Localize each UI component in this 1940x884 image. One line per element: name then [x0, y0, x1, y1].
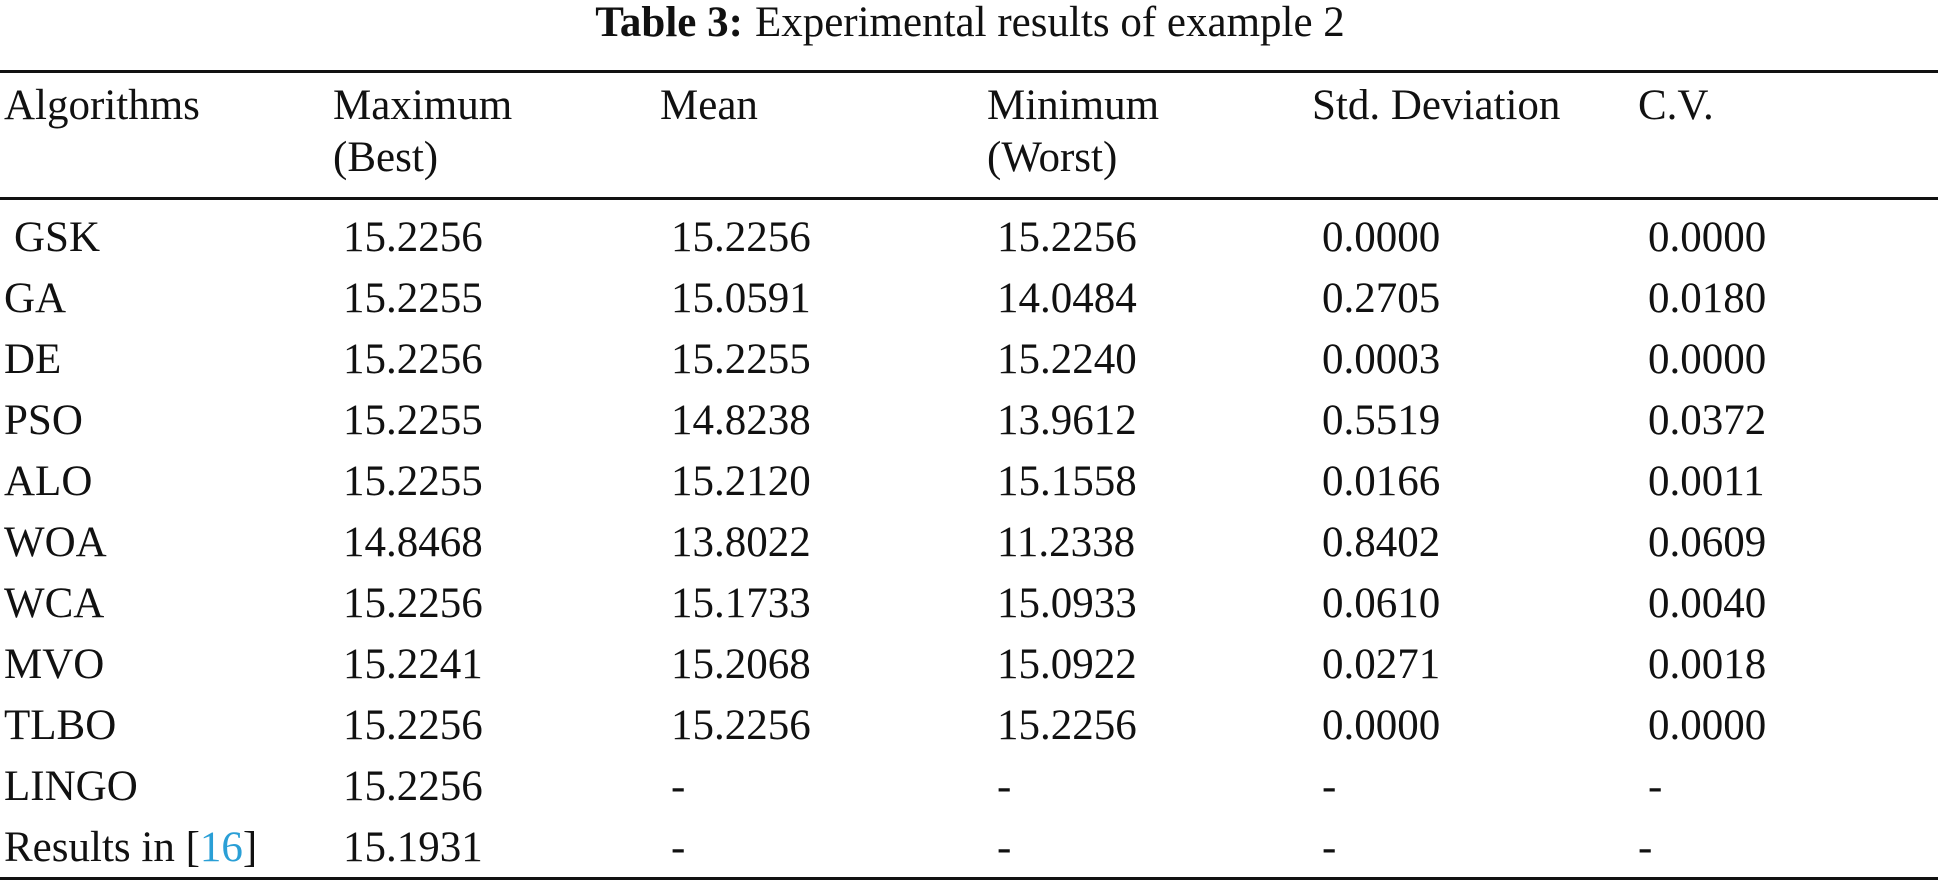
- cell-std-deviation: 0.0271: [1322, 641, 1441, 688]
- cell-std-deviation: 0.2705: [1322, 275, 1441, 322]
- cell-cv: 0.0372: [1648, 397, 1767, 444]
- table-bottom-rule: [0, 877, 1938, 880]
- cell-mean: -: [671, 824, 686, 871]
- cell-minimum: -: [997, 763, 1012, 810]
- cell-maximum: 15.2256: [343, 763, 483, 810]
- column-header-maximum: Maximum (Best): [333, 82, 513, 181]
- cell-mean: 15.2255: [671, 336, 811, 383]
- cell-maximum: 15.2255: [343, 275, 483, 322]
- cell-cv: 0.0011: [1648, 458, 1765, 505]
- cell-cv: 0.0000: [1648, 702, 1767, 749]
- cell-minimum: 15.0922: [997, 641, 1137, 688]
- cell-algorithm: WOA: [4, 519, 107, 566]
- cell-mean: 13.8022: [671, 519, 811, 566]
- cell-cv: 0.0040: [1648, 580, 1767, 627]
- table-row: MVO 15.2241 15.2068 15.0922 0.0271 0.001…: [0, 634, 1940, 695]
- table-row: DE 15.2256 15.2255 15.2240 0.0003 0.0000: [0, 329, 1940, 390]
- cell-cv: 0.0000: [1648, 336, 1767, 383]
- cell-cv: 0.0180: [1648, 275, 1767, 322]
- cell-mean: -: [671, 763, 686, 810]
- cell-mean: 15.2120: [671, 458, 811, 505]
- cell-cv: -: [1638, 824, 1653, 871]
- table-row: TLBO 15.2256 15.2256 15.2256 0.0000 0.00…: [0, 695, 1940, 756]
- citation-link[interactable]: 16: [199, 824, 243, 871]
- table-top-rule: [0, 70, 1938, 73]
- cell-algorithm-prefix: Results in [: [4, 824, 200, 871]
- cell-algorithm: WCA: [4, 580, 105, 627]
- table-caption-text: Experimental results of example 2: [754, 0, 1345, 46]
- cell-maximum: 15.2255: [343, 458, 483, 505]
- cell-cv: 0.0000: [1648, 214, 1767, 261]
- cell-algorithm-suffix: ]: [242, 824, 258, 871]
- cell-algorithm: LINGO: [4, 763, 138, 810]
- cell-mean: 15.2068: [671, 641, 811, 688]
- cell-maximum: 15.2256: [343, 336, 483, 383]
- cell-mean: 15.2256: [671, 214, 811, 261]
- cell-minimum: 14.0484: [997, 275, 1137, 322]
- table-caption: Table 3: Experimental results of example …: [0, 0, 1940, 50]
- cell-minimum: 15.2256: [997, 214, 1137, 261]
- column-header-minimum: Minimum (Worst): [987, 82, 1160, 181]
- table-row: WCA 15.2256 15.1733 15.0933 0.0610 0.004…: [0, 573, 1940, 634]
- table-row: Results in [16] 15.1931 - - - -: [0, 817, 1940, 878]
- cell-mean: 15.0591: [671, 275, 811, 322]
- cell-std-deviation: 0.0166: [1322, 458, 1441, 505]
- cell-mean: 14.8238: [671, 397, 811, 444]
- cell-minimum: 11.2338: [997, 519, 1136, 566]
- cell-std-deviation: 0.0003: [1322, 336, 1441, 383]
- cell-maximum: 15.2255: [343, 397, 483, 444]
- cell-maximum: 15.2256: [343, 214, 483, 261]
- table-body: GSK 15.2256 15.2256 15.2256 0.0000 0.000…: [0, 207, 1940, 878]
- cell-maximum: 15.1931: [343, 824, 483, 871]
- cell-maximum: 15.2256: [343, 580, 483, 627]
- column-header-mean: Mean: [660, 82, 758, 129]
- column-header-std-deviation: Std. Deviation: [1312, 82, 1561, 129]
- cell-maximum: 14.8468: [343, 519, 483, 566]
- cell-cv: 0.0609: [1648, 519, 1767, 566]
- cell-std-deviation: 0.0000: [1322, 214, 1441, 261]
- cell-minimum: 15.1558: [997, 458, 1137, 505]
- cell-cv: -: [1648, 763, 1663, 810]
- cell-mean: 15.1733: [671, 580, 811, 627]
- table-row: WOA 14.8468 13.8022 11.2338 0.8402 0.060…: [0, 512, 1940, 573]
- table-row: LINGO 15.2256 - - - -: [0, 756, 1940, 817]
- cell-maximum: 15.2241: [343, 641, 483, 688]
- table-row: GA 15.2255 15.0591 14.0484 0.2705 0.0180: [0, 268, 1940, 329]
- cell-algorithm: TLBO: [4, 702, 117, 749]
- cell-minimum: 15.2240: [997, 336, 1137, 383]
- cell-algorithm: GA: [4, 275, 67, 322]
- cell-mean: 15.2256: [671, 702, 811, 749]
- cell-minimum: -: [997, 824, 1012, 871]
- cell-std-deviation: 0.0000: [1322, 702, 1441, 749]
- table-caption-label: Table 3:: [595, 0, 743, 46]
- cell-minimum: 15.0933: [997, 580, 1137, 627]
- column-header-cv: C.V.: [1638, 82, 1714, 129]
- cell-algorithm: Results in [16]: [4, 817, 257, 878]
- cell-std-deviation: -: [1322, 763, 1337, 810]
- cell-cv: 0.0018: [1648, 641, 1767, 688]
- table-row: PSO 15.2255 14.8238 13.9612 0.5519 0.037…: [0, 390, 1940, 451]
- table-header-rule: [0, 197, 1938, 200]
- cell-algorithm: GSK: [14, 214, 101, 261]
- cell-std-deviation: 0.8402: [1322, 519, 1441, 566]
- cell-minimum: 13.9612: [997, 397, 1137, 444]
- cell-maximum: 15.2256: [343, 702, 483, 749]
- cell-std-deviation: 0.0610: [1322, 580, 1441, 627]
- table-row: GSK 15.2256 15.2256 15.2256 0.0000 0.000…: [0, 207, 1940, 268]
- column-header-algorithms: Algorithms: [4, 82, 200, 129]
- cell-std-deviation: 0.5519: [1322, 397, 1441, 444]
- table-header: Algorithms Maximum (Best) Mean Minimum (…: [0, 80, 1940, 190]
- table-row: ALO 15.2255 15.2120 15.1558 0.0166 0.001…: [0, 451, 1940, 512]
- cell-algorithm: MVO: [4, 641, 105, 688]
- cell-algorithm: DE: [4, 336, 62, 383]
- cell-std-deviation: -: [1322, 824, 1337, 871]
- cell-algorithm: ALO: [4, 458, 93, 505]
- cell-minimum: 15.2256: [997, 702, 1137, 749]
- cell-algorithm: PSO: [4, 397, 83, 444]
